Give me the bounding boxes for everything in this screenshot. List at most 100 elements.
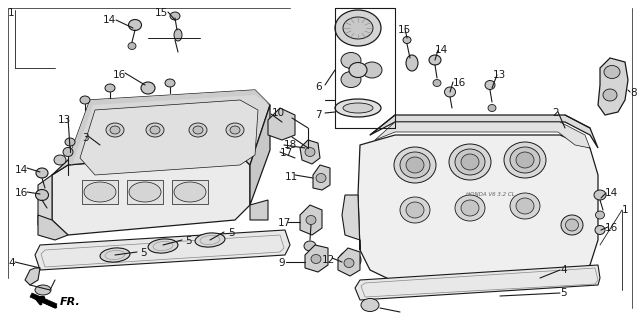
- Text: 15: 15: [398, 25, 412, 35]
- Ellipse shape: [54, 155, 66, 165]
- Ellipse shape: [35, 285, 51, 295]
- Text: 4: 4: [560, 265, 566, 275]
- Polygon shape: [52, 90, 270, 175]
- Ellipse shape: [110, 126, 120, 134]
- Text: 14: 14: [435, 45, 448, 55]
- Text: 18: 18: [284, 140, 297, 150]
- Ellipse shape: [36, 168, 48, 178]
- Text: 6: 6: [316, 82, 322, 92]
- Ellipse shape: [516, 198, 534, 214]
- Text: 16: 16: [15, 188, 28, 198]
- Text: 12: 12: [322, 255, 335, 265]
- Ellipse shape: [174, 29, 182, 41]
- Polygon shape: [250, 105, 270, 205]
- Ellipse shape: [230, 126, 240, 134]
- Ellipse shape: [429, 55, 441, 65]
- Ellipse shape: [406, 55, 418, 71]
- Text: 13: 13: [493, 70, 506, 80]
- Ellipse shape: [406, 202, 424, 218]
- Polygon shape: [305, 245, 328, 272]
- Polygon shape: [38, 175, 52, 230]
- Ellipse shape: [341, 72, 361, 87]
- Text: 14: 14: [15, 165, 28, 175]
- Polygon shape: [300, 205, 322, 235]
- Ellipse shape: [305, 147, 315, 157]
- Ellipse shape: [35, 190, 49, 200]
- Ellipse shape: [595, 225, 605, 235]
- Ellipse shape: [449, 144, 491, 180]
- Ellipse shape: [445, 87, 456, 97]
- Ellipse shape: [362, 62, 382, 78]
- Ellipse shape: [516, 152, 534, 168]
- Ellipse shape: [141, 82, 155, 94]
- Ellipse shape: [406, 157, 424, 173]
- Ellipse shape: [455, 149, 485, 175]
- Ellipse shape: [341, 53, 361, 68]
- Polygon shape: [35, 230, 290, 270]
- Ellipse shape: [566, 219, 579, 231]
- Ellipse shape: [226, 123, 244, 137]
- Text: 2: 2: [552, 108, 559, 118]
- Ellipse shape: [105, 84, 115, 92]
- Text: 13: 13: [58, 115, 71, 125]
- Polygon shape: [338, 248, 360, 276]
- Ellipse shape: [349, 62, 367, 77]
- Polygon shape: [30, 293, 57, 308]
- Polygon shape: [300, 140, 320, 164]
- Ellipse shape: [303, 144, 313, 152]
- Text: 14: 14: [605, 188, 618, 198]
- Polygon shape: [355, 265, 600, 300]
- Polygon shape: [68, 90, 270, 165]
- Ellipse shape: [510, 147, 540, 173]
- Text: 7: 7: [316, 110, 322, 120]
- Polygon shape: [598, 58, 628, 115]
- Text: 1: 1: [622, 205, 628, 215]
- Text: 4: 4: [8, 258, 15, 268]
- Ellipse shape: [100, 248, 130, 262]
- Text: 11: 11: [285, 172, 298, 182]
- Ellipse shape: [129, 20, 141, 30]
- Text: 16: 16: [113, 70, 126, 80]
- Ellipse shape: [65, 138, 75, 146]
- Ellipse shape: [561, 215, 583, 235]
- Ellipse shape: [195, 233, 225, 247]
- Ellipse shape: [394, 147, 436, 183]
- Text: 8: 8: [630, 88, 637, 98]
- Ellipse shape: [106, 123, 124, 137]
- Ellipse shape: [455, 195, 485, 221]
- Text: 5: 5: [185, 236, 191, 246]
- Text: 3: 3: [82, 133, 88, 143]
- Ellipse shape: [400, 197, 430, 223]
- Polygon shape: [127, 180, 163, 204]
- Ellipse shape: [361, 299, 379, 312]
- Text: 5: 5: [140, 248, 147, 258]
- Text: 16: 16: [453, 78, 467, 88]
- Ellipse shape: [488, 105, 496, 112]
- Ellipse shape: [604, 66, 620, 79]
- Ellipse shape: [193, 126, 203, 134]
- Polygon shape: [313, 165, 330, 190]
- Text: 1: 1: [8, 8, 15, 18]
- Ellipse shape: [128, 42, 136, 49]
- Ellipse shape: [129, 182, 161, 202]
- Ellipse shape: [461, 200, 479, 216]
- Ellipse shape: [504, 142, 546, 178]
- Polygon shape: [358, 135, 598, 282]
- Text: 17: 17: [278, 218, 291, 228]
- Polygon shape: [172, 180, 208, 204]
- Text: 15: 15: [155, 8, 168, 18]
- Ellipse shape: [433, 80, 441, 87]
- Polygon shape: [80, 100, 258, 175]
- Text: 14: 14: [103, 15, 116, 25]
- Ellipse shape: [339, 251, 361, 269]
- Ellipse shape: [63, 147, 73, 157]
- Ellipse shape: [603, 89, 617, 101]
- Polygon shape: [25, 268, 40, 285]
- Ellipse shape: [165, 79, 175, 87]
- Text: 16: 16: [605, 223, 618, 233]
- Ellipse shape: [170, 12, 180, 20]
- Ellipse shape: [461, 154, 479, 170]
- Ellipse shape: [150, 126, 160, 134]
- Ellipse shape: [189, 123, 207, 137]
- Polygon shape: [38, 215, 68, 240]
